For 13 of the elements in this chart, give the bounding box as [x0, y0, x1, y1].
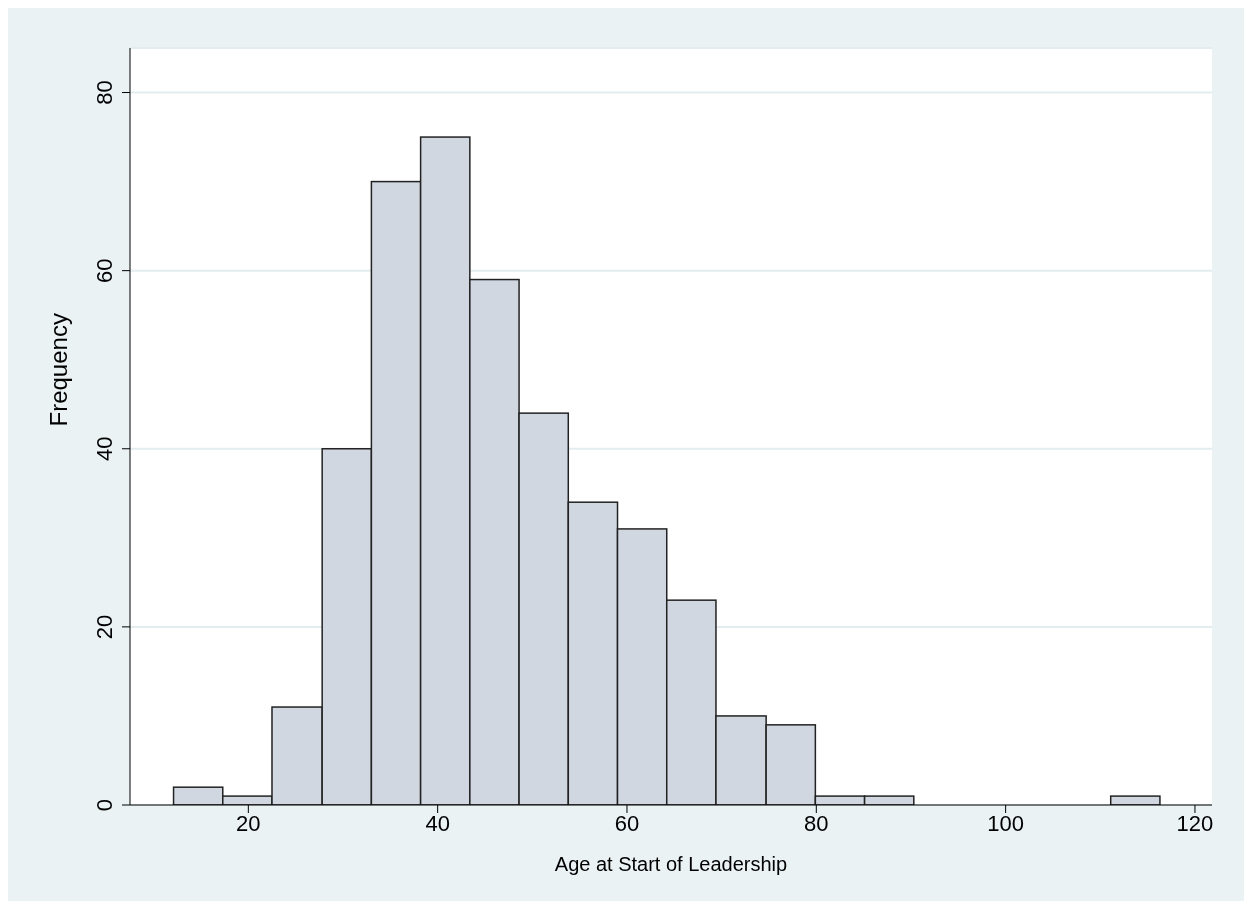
- x-tick-label: 80: [804, 810, 829, 836]
- y-tick-label: 80: [92, 80, 117, 105]
- x-tick-label: 60: [614, 810, 640, 836]
- x-tick-label: 20: [236, 810, 261, 836]
- y-axis-title: Frequency: [44, 313, 72, 427]
- y-tick-label: 0: [92, 798, 117, 812]
- x-tick-label: 40: [425, 810, 450, 836]
- x-tick-label: 100: [987, 810, 1024, 836]
- x-tick-label: 120: [1176, 810, 1214, 836]
- x-axis-title: Age at Start of Leadership: [554, 853, 788, 875]
- y-tick-label: 20: [92, 614, 117, 640]
- y-tick-label: 60: [92, 258, 117, 283]
- y-tick-label: 40: [92, 436, 117, 462]
